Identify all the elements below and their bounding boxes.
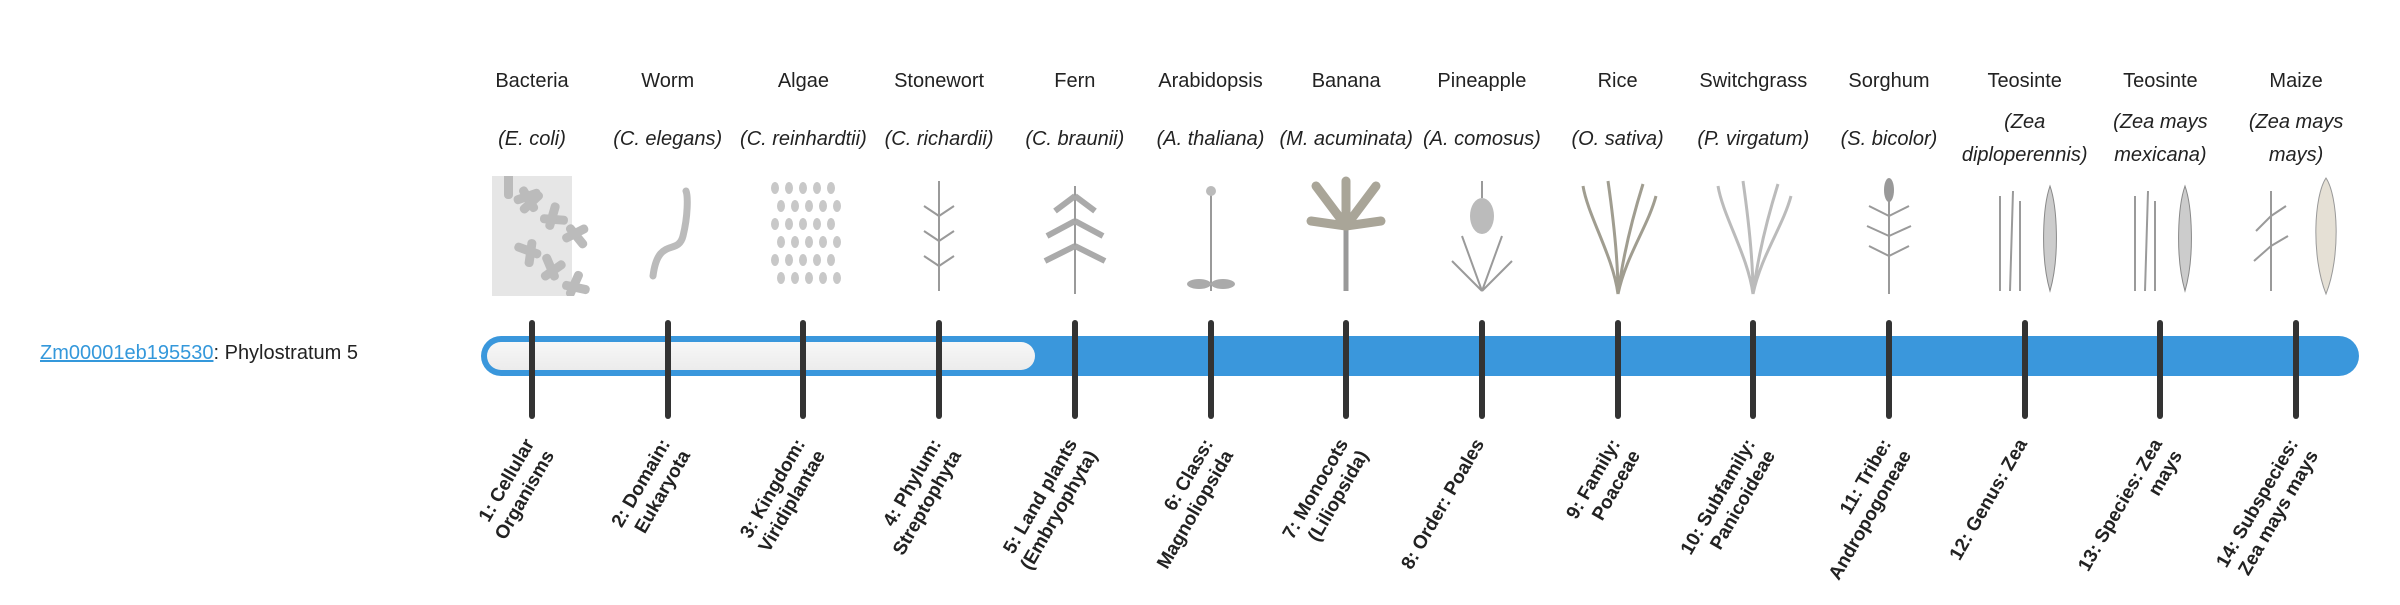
- organism-common-name: Rice: [1597, 70, 1638, 92]
- organism-common-name: Stonewort: [894, 70, 985, 92]
- sorghum-icon: [1866, 178, 1912, 294]
- switchgrass-icon: [1716, 180, 1793, 295]
- bar-unfilled-segment: [487, 342, 1035, 370]
- organism-illustration: [2100, 176, 2220, 296]
- organism-latin-name: (E. coli): [498, 127, 566, 150]
- stratum-rank-label: 12: Genus: Zea: [1945, 435, 2032, 564]
- organism-illustration: [1558, 176, 1678, 296]
- algae-icon: [771, 182, 842, 284]
- organism-illustration: [879, 176, 999, 296]
- organism-latin-name: (C. elegans): [613, 127, 723, 150]
- banana-icon: [1306, 176, 1386, 291]
- organism-illustration: [472, 171, 592, 298]
- organism-common-name: Teosinte: [2123, 70, 2198, 92]
- stratum-tick: [2157, 320, 2164, 419]
- organism-common-name: Pineapple: [1437, 70, 1527, 92]
- gene-id-link[interactable]: Zm00001eb195530: [40, 342, 214, 364]
- arabidopsis-icon: [1186, 186, 1235, 291]
- organism-illustration: [2236, 176, 2356, 296]
- teosinte-icon: [1998, 184, 2057, 293]
- stratum-tick: [2021, 320, 2028, 419]
- organism-latin-name: (A. thaliana): [1156, 127, 1265, 150]
- organism-illustration: [1965, 176, 2085, 296]
- organism-latin-name: (O. sativa): [1571, 127, 1664, 150]
- organism-latin-name: (A. comosus): [1422, 127, 1541, 150]
- organism-latin-name: (M. acuminata): [1279, 127, 1413, 150]
- organism-illustration: [1422, 176, 1542, 296]
- stratum-tick: [1343, 320, 1350, 419]
- organism-common-name: Banana: [1311, 70, 1381, 92]
- organism-common-name: Switchgrass: [1699, 70, 1808, 92]
- stratum-tick: [800, 320, 807, 419]
- maize-icon: [2253, 177, 2337, 296]
- organism-common-name: Algae: [777, 70, 829, 92]
- bacteria-icon: [492, 171, 590, 298]
- fern-icon: [1043, 186, 1107, 294]
- organism-common-name: Worm: [641, 70, 695, 92]
- organism-illustration: [1286, 176, 1406, 296]
- stratum-tick: [1614, 320, 1621, 419]
- teosinte-icon: [2134, 184, 2193, 293]
- organism-illustration: [743, 176, 863, 296]
- organism-illustration: [1151, 176, 1271, 296]
- organism-latin-name: (Zea diploperennis): [1961, 111, 2088, 166]
- organism-common-name: Teosinte: [1987, 70, 2062, 92]
- organism-latin-name: (Zea mays mexicana): [2113, 111, 2208, 166]
- stratum-tick: [1478, 320, 1485, 419]
- stonewort-icon: [923, 181, 955, 291]
- stratum-tick: [2293, 320, 2300, 419]
- phylostratum-bar: [481, 336, 2359, 376]
- organism-latin-name: (P. virgatum): [1697, 127, 1810, 150]
- organism-latin-name: (C. reinhardtii): [740, 127, 867, 150]
- worm-icon: [649, 187, 691, 280]
- rice-icon: [1581, 180, 1658, 295]
- organism-latin-name: (S. bicolor): [1840, 127, 1938, 150]
- organism-illustration: [1693, 176, 1813, 296]
- organism-latin-name: (Zea mays mays): [2248, 111, 2344, 166]
- stratum-tick: [1750, 320, 1757, 419]
- phylostratum-text: : Phylostratum 5: [213, 342, 358, 364]
- organism-latin-name: (C. richardii): [884, 127, 994, 150]
- organism-common-name: Fern: [1054, 70, 1096, 92]
- organism-common-name: Bacteria: [495, 70, 569, 92]
- organism-illustration: [1829, 176, 1949, 296]
- organism-common-name: Maize: [2269, 70, 2323, 92]
- stratum-tick: [936, 320, 943, 419]
- pineapple-icon: [1451, 181, 1513, 292]
- stratum-tick: [1886, 320, 1892, 419]
- gene-label: Zm00001eb195530: Phylostratum 5: [40, 340, 358, 366]
- stratum-tick: [529, 320, 535, 419]
- organism-latin-name: (C. braunii): [1025, 127, 1125, 150]
- stratum-tick: [664, 320, 671, 419]
- organism-common-name: Arabidopsis: [1158, 70, 1263, 92]
- stratum-rank-label: 8: Order: Poales: [1397, 435, 1489, 574]
- stratum-tick: [1207, 320, 1214, 419]
- organism-illustration: [1015, 176, 1135, 296]
- organism-common-name: Sorghum: [1848, 70, 1930, 92]
- stratum-tick: [1071, 320, 1078, 419]
- organism-illustration: [608, 176, 728, 296]
